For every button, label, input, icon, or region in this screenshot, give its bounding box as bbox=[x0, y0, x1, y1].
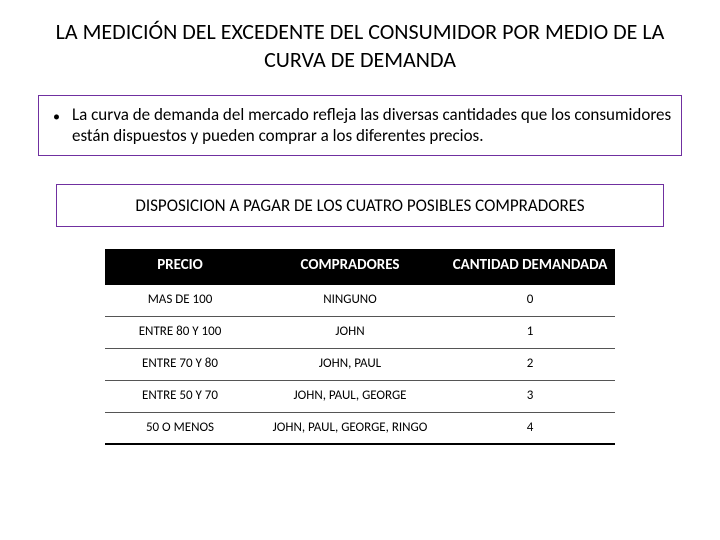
cell-precio: 50 O MENOS bbox=[105, 412, 255, 444]
table-row: 50 O MENOS JOHN, PAUL, GEORGE, RINGO 4 bbox=[105, 412, 615, 444]
table-row: ENTRE 80 Y 100 JOHN 1 bbox=[105, 316, 615, 348]
table-row: ENTRE 50 Y 70 JOHN, PAUL, GEORGE 3 bbox=[105, 380, 615, 412]
table-row: ENTRE 70 Y 80 JOHN, PAUL 2 bbox=[105, 348, 615, 380]
cell-cantidad: 3 bbox=[445, 380, 615, 412]
cell-cantidad: 2 bbox=[445, 348, 615, 380]
cell-precio: MAS DE 100 bbox=[105, 283, 255, 316]
bullet-row: • La curva de demanda del mercado reflej… bbox=[45, 104, 675, 147]
bullet-box: • La curva de demanda del mercado reflej… bbox=[38, 95, 682, 156]
buyers-table: PRECIO COMPRADORES CANTIDAD DEMANDADA MA… bbox=[105, 249, 615, 446]
cell-compradores: JOHN bbox=[255, 316, 445, 348]
cell-cantidad: 4 bbox=[445, 412, 615, 444]
subtitle-text: DISPOSICION A PAGAR DE LOS CUATRO POSIBL… bbox=[135, 195, 584, 216]
th-compradores: COMPRADORES bbox=[255, 249, 445, 284]
bullet-text: La curva de demanda del mercado refleja … bbox=[72, 104, 675, 147]
subtitle-box: DISPOSICION A PAGAR DE LOS CUATRO POSIBL… bbox=[56, 184, 664, 227]
table-row: MAS DE 100 NINGUNO 0 bbox=[105, 283, 615, 316]
bullet-dot-icon: • bbox=[45, 104, 72, 125]
slide-title: LA MEDICIÓN DEL EXCEDENTE DEL CONSUMIDOR… bbox=[28, 18, 692, 73]
cell-cantidad: 0 bbox=[445, 283, 615, 316]
cell-precio: ENTRE 50 Y 70 bbox=[105, 380, 255, 412]
cell-compradores: JOHN, PAUL bbox=[255, 348, 445, 380]
slide: LA MEDICIÓN DEL EXCEDENTE DEL CONSUMIDOR… bbox=[0, 0, 720, 445]
th-cantidad: CANTIDAD DEMANDADA bbox=[445, 249, 615, 284]
cell-compradores: NINGUNO bbox=[255, 283, 445, 316]
cell-precio: ENTRE 80 Y 100 bbox=[105, 316, 255, 348]
cell-cantidad: 1 bbox=[445, 316, 615, 348]
cell-compradores: JOHN, PAUL, GEORGE bbox=[255, 380, 445, 412]
table-header-row: PRECIO COMPRADORES CANTIDAD DEMANDADA bbox=[105, 249, 615, 284]
cell-compradores: JOHN, PAUL, GEORGE, RINGO bbox=[255, 412, 445, 444]
th-precio: PRECIO bbox=[105, 249, 255, 284]
cell-precio: ENTRE 70 Y 80 bbox=[105, 348, 255, 380]
